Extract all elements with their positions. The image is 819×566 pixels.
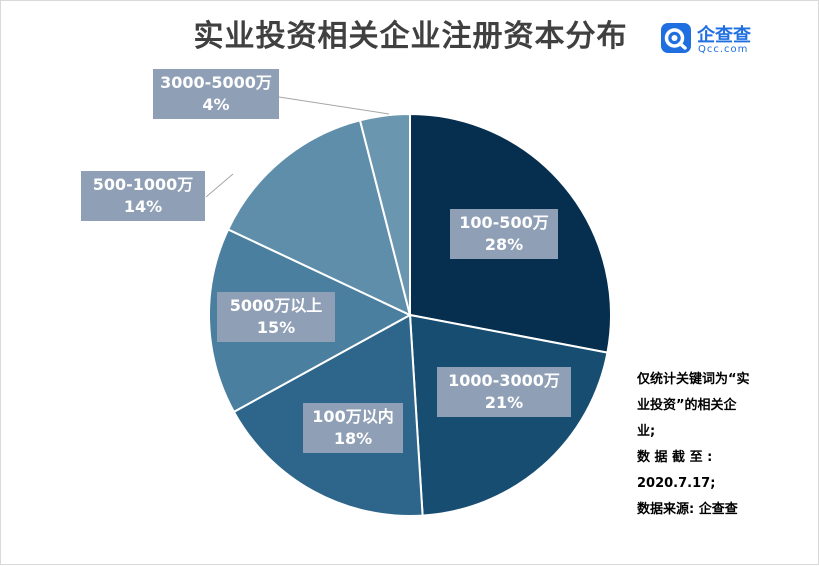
source-note: 仅统计关键词为“实 业投资”的相关企 业; 数 据 截 至 : 2020.7.1… [637,367,777,523]
slice-percent-label: 18% [333,429,373,448]
slice-percent-label: 28% [484,235,524,254]
slice-category-label: 3000-5000万 [160,73,272,92]
source-note-line: 业投资”的相关企 [637,398,737,413]
source-note-line: 数 据 截 至 : [637,450,713,465]
pie-slices [208,112,612,517]
pie-slice [358,112,411,316]
qcc-logo: 企查查 Qcc.com [661,21,771,55]
pie-slice [226,119,412,317]
slice-category-label: 500-1000万 [92,175,194,194]
source-note-line: 数据来源: 企查查 [637,502,738,517]
slice-category-label: 5000万以上 [229,296,323,315]
source-note-line: 仅统计关键词为“实 [637,372,750,387]
slice-label: 100-500万 28% [450,209,558,259]
slice-percent-label: 4% [202,95,230,114]
qcc-logo-icon [661,23,691,53]
source-note-line: 业; [637,424,656,439]
slice-percent-label: 14% [123,197,163,216]
slice-label: 3000-5000万 4% [153,69,279,119]
qcc-logo-name: 企查查 [697,25,751,46]
slice-category-label: 1000-3000万 [448,371,560,390]
slice-label: 1000-3000万 21% [437,367,571,417]
slice-percent-label: 21% [484,393,524,412]
qcc-logo-domain: Qcc.com [698,44,749,55]
slice-label: 100万以内 18% [303,403,403,453]
slice-percent-label: 15% [256,318,296,337]
chart-title: 实业投资相关企业注册资本分布 [193,19,628,54]
slice-label: 5000万以上 15% [217,292,335,342]
slice-label: 500-1000万 14% [81,171,205,221]
slice-category-label: 100万以内 [312,407,394,426]
leader-line [205,173,234,198]
source-note-line: 2020.7.17; [637,476,716,491]
leader-line [278,96,390,115]
slice-category-label: 100-500万 [459,213,549,232]
leader-lines [205,96,390,198]
